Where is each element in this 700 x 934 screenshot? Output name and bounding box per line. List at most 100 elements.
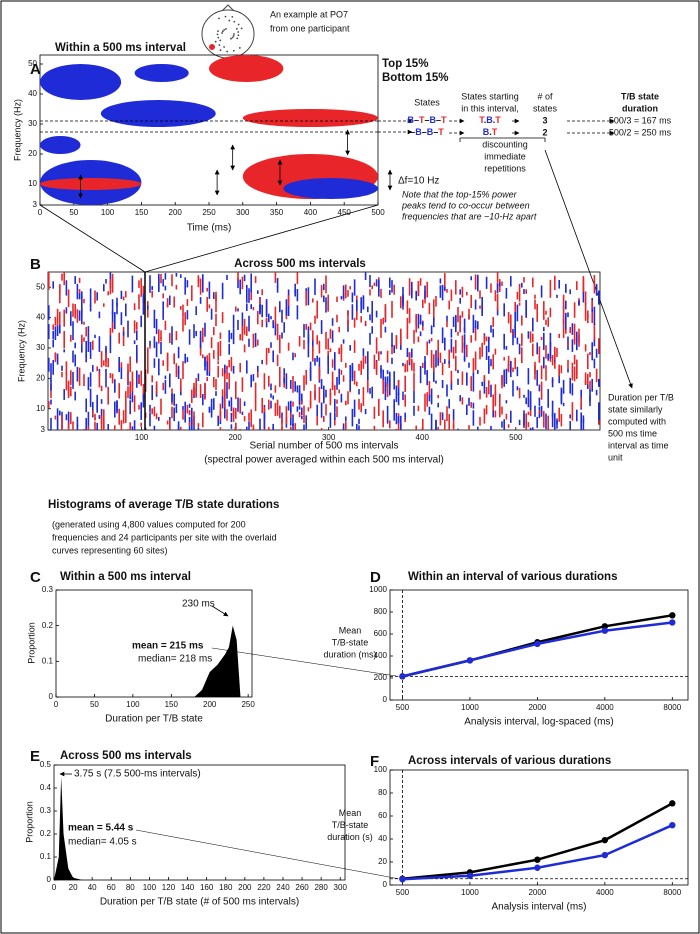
heatmap-cell [133,340,136,345]
heatmap-cell [188,329,191,345]
heatmap-cell [122,335,125,347]
heatmap-cell [206,296,208,312]
heatmap-cell [356,305,358,320]
heatmap-cell [67,289,70,308]
side-note: computed with [608,416,666,426]
heatmap-cell [259,304,261,315]
heatmap-cell [472,358,475,375]
heatmap-cell [470,335,472,343]
heatmap-cell [228,360,230,368]
heatmap-cell [389,289,391,295]
heatmap-cell [505,288,508,299]
plot-frame [389,589,689,701]
heatmap-cell [320,428,323,430]
heatmap-cell [81,338,83,353]
state-char: B [407,115,414,125]
heatmap-cell [444,273,446,292]
y-tick-label: 0.4 [40,783,52,792]
heatmap-cell [593,322,596,341]
heatmap-cell [345,362,347,368]
heatmap-cell [158,358,160,376]
heatmap-cell [393,345,395,354]
heatmap-cell [538,410,541,414]
heatmap-cell [345,400,347,406]
heatmap-cell [437,339,439,358]
heatmap-cell [202,274,204,293]
heatmap-cell [312,337,314,349]
heatmap-cell [327,338,329,350]
heatmap-cell [598,378,600,387]
heatmap-cell [125,404,127,413]
heatmap-cell [441,412,444,421]
heatmap-cell [329,348,332,353]
heatmap-cell [125,408,127,423]
heatmap-cell [276,286,279,293]
heatmap-cell [316,335,318,345]
heatmap-cell [595,348,598,358]
heatmap-cell [76,309,79,323]
heatmap-cell [301,393,303,404]
heatmap-cell [331,371,334,388]
heatmap-cell [279,301,281,313]
state-char: T [479,115,485,125]
heatmap-cell [199,330,202,349]
table-header: States starting [461,91,519,101]
heatmap-cell [569,421,571,430]
electrode [226,50,228,53]
heatmap-cell [347,391,349,405]
heatmap-cell [250,304,252,309]
heatmap-cell [292,352,294,361]
x-tick-label: 8000 [663,703,681,712]
heatmap-cell [496,307,499,316]
electrode [232,34,235,37]
x-tick-label: 200 [228,433,242,442]
heatmap-cell [360,403,362,413]
heatmap-cell [516,304,519,322]
series-point [601,623,609,630]
heatmap-cell [433,307,435,321]
heatmap-cell [219,427,222,430]
state-char: T [492,127,498,137]
heatmap-cell [173,407,175,422]
heatmap-cell [325,297,327,313]
heatmap-cell [325,389,327,398]
heatmap-cell [391,357,393,364]
heatmap-cell [87,341,90,353]
heatmap-cell [70,334,72,342]
y-axis-label: Frequency (Hz) [12,99,22,161]
heatmap-cell [114,425,116,430]
heatmap-cell [459,297,461,304]
state-char: – [422,127,427,137]
heatmap-cell [61,273,63,281]
heatmap-cell [384,382,387,400]
heatmap-cell [543,327,545,332]
heatmap-cell [358,418,360,425]
note: Note that the top-15% power [402,189,518,199]
heatmap-cell [151,286,153,291]
heatmap-cell [268,399,270,410]
heatmap-cell [591,310,593,324]
heatmap-cell [149,340,151,346]
heatmap-cell [479,390,481,400]
heatmap-cell [74,354,76,367]
series-line [402,824,673,881]
y-tick-label: 0 [47,875,52,884]
heatmap-cell [402,362,404,367]
heatmap-cell [226,365,228,380]
x-axis-label: Analysis interval, log-spaced (ms) [464,717,614,728]
heatmap-cell [303,405,305,423]
heatmap-cell [525,301,527,318]
connector [211,647,399,677]
heatmap-cell [221,368,224,377]
heatmap-cell [419,320,422,325]
heatmap-cell [114,384,116,393]
heatmap-cell [545,319,547,325]
heatmap-cell [261,319,263,328]
series-point [601,851,609,859]
heatmap-cell [257,370,259,378]
x-tick-label: 300 [322,433,336,442]
heatmap-cell [547,317,549,327]
heatmap-cell [549,332,552,348]
heatmap-cell [435,380,437,384]
heatmap-cell [274,306,277,325]
